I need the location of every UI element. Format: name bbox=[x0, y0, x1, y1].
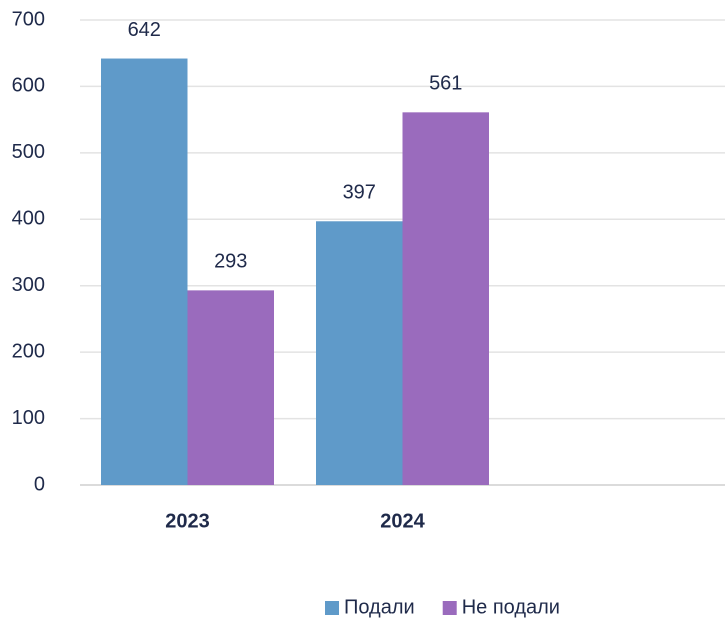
data-label: 293 bbox=[214, 251, 247, 273]
x-tick-label: 2023 bbox=[165, 510, 210, 532]
bar bbox=[316, 221, 403, 485]
legend-swatch bbox=[442, 601, 457, 615]
data-label: 642 bbox=[128, 19, 161, 41]
y-tick-label: 200 bbox=[12, 340, 45, 362]
y-tick-label: 100 bbox=[12, 407, 45, 429]
data-label: 561 bbox=[429, 73, 462, 95]
x-tick-label: 2024 bbox=[380, 510, 425, 532]
y-tick-label: 0 bbox=[34, 473, 45, 495]
y-tick-label: 500 bbox=[12, 141, 45, 163]
y-tick-label: 400 bbox=[12, 208, 45, 230]
data-label: 397 bbox=[343, 182, 376, 204]
legend-label: Подали bbox=[344, 596, 415, 618]
y-tick-label: 700 bbox=[12, 8, 45, 30]
y-tick-label: 300 bbox=[12, 274, 45, 296]
bar bbox=[101, 58, 188, 486]
legend-label: Не подали bbox=[462, 596, 560, 618]
y-tick-label: 600 bbox=[12, 75, 45, 97]
bar bbox=[402, 112, 489, 485]
legend-swatch bbox=[325, 601, 340, 615]
bar bbox=[187, 290, 274, 485]
